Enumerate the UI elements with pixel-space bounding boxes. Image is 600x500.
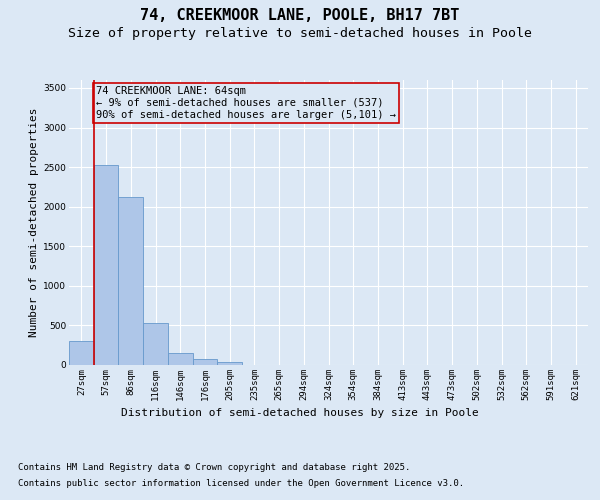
Text: 74 CREEKMOOR LANE: 64sqm
← 9% of semi-detached houses are smaller (537)
90% of s: 74 CREEKMOOR LANE: 64sqm ← 9% of semi-de… — [95, 86, 395, 120]
Text: 74, CREEKMOOR LANE, POOLE, BH17 7BT: 74, CREEKMOOR LANE, POOLE, BH17 7BT — [140, 8, 460, 22]
Text: Size of property relative to semi-detached houses in Poole: Size of property relative to semi-detach… — [68, 28, 532, 40]
Bar — [143, 323, 168, 365]
Text: Contains public sector information licensed under the Open Government Licence v3: Contains public sector information licen… — [18, 479, 464, 488]
Bar — [118, 197, 143, 365]
Bar — [168, 353, 193, 365]
Bar — [94, 164, 118, 365]
Bar — [217, 362, 242, 365]
Text: Distribution of semi-detached houses by size in Poole: Distribution of semi-detached houses by … — [121, 408, 479, 418]
Bar — [69, 341, 94, 365]
Y-axis label: Number of semi-detached properties: Number of semi-detached properties — [29, 108, 39, 337]
Text: Contains HM Land Registry data © Crown copyright and database right 2025.: Contains HM Land Registry data © Crown c… — [18, 462, 410, 471]
Bar — [193, 360, 217, 365]
